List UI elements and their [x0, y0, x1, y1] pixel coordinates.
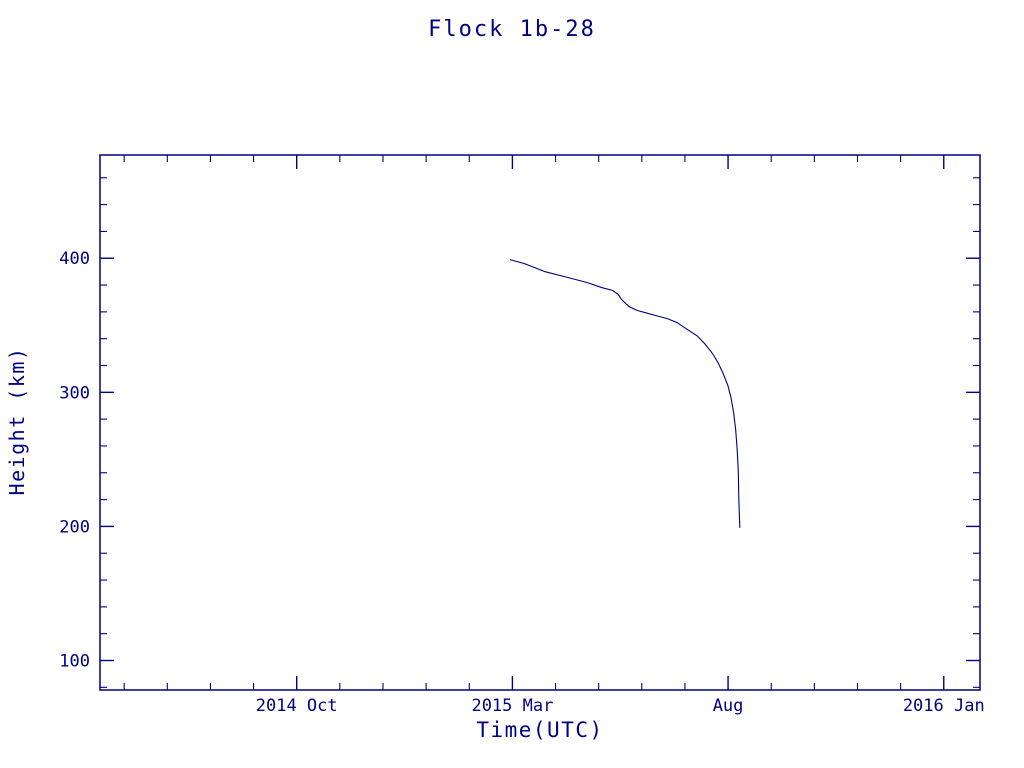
tick-label: 400 [59, 249, 90, 269]
x-axis-label: Time(UTC) [476, 718, 604, 742]
tick-label: 100 [59, 652, 90, 672]
data-series [509, 259, 741, 528]
tick-label: 200 [59, 517, 90, 537]
y-major-ticks: 100 200 300 400 [59, 249, 980, 672]
tick-label: Aug [713, 696, 744, 716]
tick-label: 2015 Mar [471, 696, 553, 716]
chart-title: Flock 1b-28 [428, 17, 596, 42]
x-major-ticks: 2014 Oct 2015 Mar Aug 2016 Jan [256, 155, 985, 716]
y-minor-ticks [100, 177, 980, 688]
tick-label: 2016 Jan [903, 696, 985, 716]
decay-curve [509, 259, 741, 528]
axis-box [99, 154, 981, 691]
tick-label: 2014 Oct [256, 696, 338, 716]
tick-label: 300 [59, 383, 90, 403]
x-minor-ticks [123, 155, 902, 690]
